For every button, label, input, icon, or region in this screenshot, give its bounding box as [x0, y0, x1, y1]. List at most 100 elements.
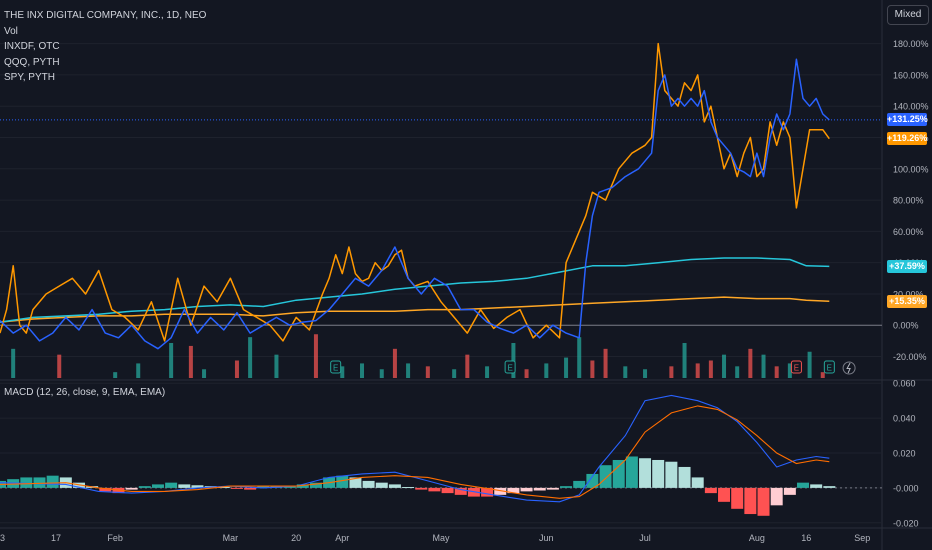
inxdf-series-line [0, 42, 830, 342]
macd-tick-label: 0.060 [893, 379, 916, 389]
volume-bar [820, 372, 825, 378]
earnings-marker[interactable] [823, 360, 835, 374]
volume-bar [313, 334, 318, 378]
price-tick-label: 60.00% [893, 227, 924, 237]
volume-bar [452, 369, 457, 378]
macd-histogram-bar [665, 461, 678, 488]
macd-histogram-bar [573, 480, 586, 488]
spy-series-line [0, 296, 830, 323]
macd-histogram-bar [138, 486, 151, 488]
legend-inxdf[interactable]: INXDF, OTC [4, 41, 60, 52]
earnings-marker-label: E [507, 364, 512, 373]
macd-histogram-bar [99, 487, 112, 492]
signal-line [0, 405, 830, 499]
price-tick-label: 160.00% [893, 70, 929, 80]
macd-histogram-bar [349, 477, 362, 488]
macd-histogram-bar [639, 458, 652, 488]
macd-tick-label: 0.040 [893, 414, 916, 424]
volume-bars [11, 334, 825, 378]
price-tick-label: 100.00% [893, 164, 929, 174]
volume-bar [113, 372, 118, 378]
macd-histogram-bar [691, 477, 704, 488]
volume-bar [485, 366, 490, 378]
price-tick-label: 80.00% [893, 196, 924, 206]
time-axis: 23 17 Feb Mar 20 Apr May Jun Jul Aug 16 Sep [0, 533, 870, 543]
price-tick-label: -20.00% [893, 352, 927, 362]
macd-histogram-bar [546, 487, 559, 490]
volume-bar [406, 363, 411, 378]
macd-legend[interactable]: MACD (12, 26, close, 9, EMA, EMA) [4, 387, 166, 398]
volume-bar [577, 337, 582, 378]
price-tick-label: 140.00% [893, 102, 929, 112]
scale-mode-button[interactable]: Mixed [887, 5, 929, 25]
macd-histogram-bar [810, 484, 823, 488]
earnings-marker[interactable] [504, 360, 516, 374]
volume-bar [274, 354, 279, 378]
macd-histogram-bar [257, 486, 270, 488]
macd-histogram-bar [704, 487, 717, 494]
price-axis: 180.00%160.00%140.00%120.00%100.00%80.00… [893, 39, 929, 362]
legend-title: THE INX DIGITAL COMPANY, INC., 1D, NEO [4, 10, 207, 21]
price-tick-label: 0.00% [893, 321, 919, 331]
volume-bar [524, 369, 529, 378]
time-tick-label: Jul [639, 533, 651, 543]
earnings-marker[interactable] [790, 360, 802, 374]
macd-histogram-bar [441, 487, 454, 494]
spy-last-value-badge: +15.35% [887, 294, 927, 308]
macd-histogram-bar [612, 459, 625, 488]
macd-histogram-bar [230, 487, 243, 489]
macd-histogram-bar [428, 487, 441, 492]
macd-histogram-bar [797, 482, 810, 488]
macd-histogram-bar [770, 487, 783, 506]
macd-histogram-bar [494, 487, 507, 495]
volume-bar [57, 354, 62, 378]
volume-bar [169, 343, 174, 378]
macd-histogram-bar [678, 466, 691, 488]
macd-histogram-bar [217, 487, 230, 489]
legend-vol[interactable]: Vol [4, 25, 18, 37]
volume-bar [11, 348, 16, 378]
macd-histogram-bar [33, 477, 46, 488]
macd-histogram-bar [178, 484, 191, 488]
volume-bar [544, 363, 549, 378]
macd-histogram-bar [586, 473, 599, 488]
inx-series-line [0, 58, 830, 350]
time-tick-label: Mar [223, 533, 239, 543]
macd-histogram [0, 456, 836, 516]
time-tick-label: 16 [801, 533, 811, 543]
inx-last-value-badge: +131.25% [887, 113, 928, 127]
qqq-last-value-badge: +37.59% [887, 259, 927, 273]
earnings-marker-label: E [794, 364, 799, 373]
macd-histogram-bar [625, 456, 638, 488]
chart-legend: THE INX DIGITAL COMPANY, INC., 1D, NEO V… [4, 8, 206, 86]
macd-histogram-bar [454, 487, 467, 495]
macd-histogram-bar [731, 487, 744, 509]
macd-histogram-bar [744, 487, 757, 515]
macd-histogram-bar [125, 487, 138, 490]
macd-histogram-bar [336, 475, 349, 488]
macd-axis: 0.060 0.040 0.020 -0.000 -0.020 [893, 379, 919, 529]
macd-histogram-bar [296, 484, 309, 488]
legend-spy[interactable]: SPY, PYTH [4, 72, 55, 83]
macd-histogram-bar [165, 482, 178, 488]
macd-histogram-bar [823, 486, 836, 488]
volume-bar [603, 348, 608, 378]
macd-tick-label: 0.020 [893, 449, 916, 459]
earnings-marker[interactable] [330, 360, 342, 374]
volume-bar [202, 369, 207, 378]
macd-histogram-bar [783, 487, 796, 495]
legend-qqq[interactable]: QQQ, PYTH [4, 56, 60, 68]
price-tick-label: 20.00% [893, 289, 924, 299]
volume-bar [774, 366, 779, 378]
time-tick-label: 17 [51, 533, 61, 543]
volume-bar [623, 366, 628, 378]
time-tick-label: Feb [107, 533, 123, 543]
lightning-icon-glyph [846, 362, 851, 374]
volume-bar [511, 343, 516, 378]
volume-bar [340, 366, 345, 378]
volume-bar [564, 357, 569, 378]
qqq-series-line [0, 257, 830, 323]
macd-histogram-bar [46, 475, 59, 488]
